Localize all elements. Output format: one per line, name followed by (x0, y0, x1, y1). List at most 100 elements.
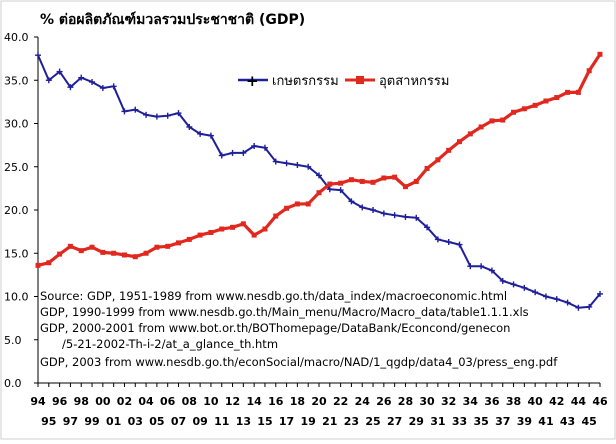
x-tick-label: 40 (527, 395, 543, 408)
data-point-agriculture (121, 108, 128, 115)
data-point-agriculture (261, 144, 268, 151)
x-tick-label: 45 (582, 415, 597, 428)
x-tick-label: 99 (84, 415, 99, 428)
data-point-agriculture (283, 160, 290, 167)
data-point-industry (197, 232, 203, 238)
x-tick-label: 19 (301, 415, 316, 428)
x-tick-label: 31 (430, 415, 445, 428)
data-point-industry (251, 232, 257, 238)
data-point-agriculture (370, 207, 377, 213)
y-tick-label: 35.0 (4, 74, 29, 87)
data-point-agriculture (207, 132, 214, 139)
data-point-agriculture (78, 74, 85, 81)
x-tick-label: 22 (333, 395, 348, 408)
data-point-industry (435, 157, 441, 163)
data-point-industry (305, 201, 311, 207)
data-point-industry (208, 229, 214, 235)
x-tick-label: 30 (419, 395, 435, 408)
data-point-industry (67, 243, 73, 249)
data-point-industry (57, 251, 63, 257)
data-point-agriculture (326, 186, 333, 193)
x-tick-label: 06 (160, 395, 176, 408)
data-point-industry (284, 205, 290, 211)
data-point-industry (35, 262, 41, 268)
x-tick-label: 13 (236, 415, 251, 428)
source-note-1: Source: GDP, 1951-1989 from www.nesdb.go… (40, 289, 507, 303)
x-tick-label: 36 (484, 395, 500, 408)
data-point-industry (46, 260, 52, 266)
legend-marker-industry (356, 76, 364, 84)
data-point-industry (316, 190, 322, 196)
source-note-3: GDP, 2000-2001 from www.bot.or.th/BOThom… (40, 321, 510, 335)
data-point-agriculture (510, 281, 517, 288)
y-tick-label: 0.0 (4, 377, 22, 390)
x-tick-label: 43 (560, 415, 575, 428)
data-point-agriculture (380, 210, 387, 217)
y-tick-label: 15.0 (4, 247, 29, 260)
x-tick-label: 11 (214, 415, 229, 428)
x-tick-label: 00 (95, 395, 111, 408)
data-point-agriculture (337, 187, 344, 194)
data-point-industry (457, 139, 462, 145)
data-point-industry (446, 147, 452, 153)
data-point-agriculture (272, 158, 279, 165)
data-point-agriculture (597, 290, 603, 297)
x-tick-label: 42 (549, 395, 564, 408)
data-point-agriculture (445, 239, 452, 246)
x-tick-label: 02 (117, 395, 132, 408)
data-point-agriculture (229, 149, 236, 156)
data-point-agriculture (132, 106, 139, 113)
data-point-agriculture (456, 241, 463, 248)
x-tick-label: 35 (473, 415, 488, 428)
x-tick-label: 16 (268, 395, 284, 408)
data-point-industry (273, 213, 279, 219)
x-tick-label: 44 (571, 395, 587, 408)
x-tick-label: 23 (344, 415, 359, 428)
data-point-industry (111, 250, 117, 256)
data-point-agriculture (488, 267, 495, 274)
data-point-agriculture (56, 68, 63, 75)
data-point-agriculture (67, 84, 74, 91)
data-point-industry (327, 181, 333, 187)
legend-label-industry: อุตสาหกรรม (379, 74, 449, 89)
x-tick-label: 15 (257, 415, 272, 428)
x-tick-label: 38 (506, 395, 521, 408)
data-point-agriculture (575, 304, 582, 311)
data-point-industry (381, 175, 387, 181)
data-point-industry (338, 180, 344, 186)
data-point-agriculture (251, 142, 258, 149)
data-point-industry (543, 98, 549, 104)
data-point-industry (186, 236, 192, 242)
data-point-agriculture (532, 289, 539, 296)
data-point-industry (413, 178, 419, 184)
data-point-industry (294, 201, 300, 207)
data-point-industry (511, 109, 517, 115)
x-tick-label: 96 (52, 395, 68, 408)
source-note-5: GDP, 2003 from www.nesdb.go.th/econSocia… (40, 355, 558, 369)
data-point-agriculture (564, 299, 571, 306)
source-notes: Source: GDP, 1951-1989 from www.nesdb.go… (40, 289, 558, 369)
data-point-industry (402, 184, 408, 190)
source-note-4: /5-21-2002-Th-i-2/at_a_glance_th.htm (62, 337, 278, 351)
data-point-agriculture (434, 236, 441, 243)
data-point-agriculture (89, 78, 96, 85)
legend-marker-agriculture: + (246, 72, 259, 90)
data-point-industry (554, 95, 560, 101)
data-point-industry (143, 250, 149, 256)
data-point-industry (176, 240, 181, 246)
data-point-agriculture (175, 110, 182, 117)
data-point-agriculture (553, 296, 560, 303)
data-point-agriculture (359, 204, 366, 211)
data-point-agriculture (186, 123, 193, 130)
x-tick-label: 29 (409, 415, 424, 428)
y-tick-label: 30.0 (4, 118, 29, 131)
data-point-agriculture (542, 293, 549, 300)
y-tick-label: 10.0 (4, 291, 29, 304)
data-point-agriculture (402, 213, 409, 220)
data-point-agriculture (413, 214, 420, 221)
x-tick-label: 04 (138, 395, 154, 408)
data-point-agriculture (45, 77, 52, 84)
